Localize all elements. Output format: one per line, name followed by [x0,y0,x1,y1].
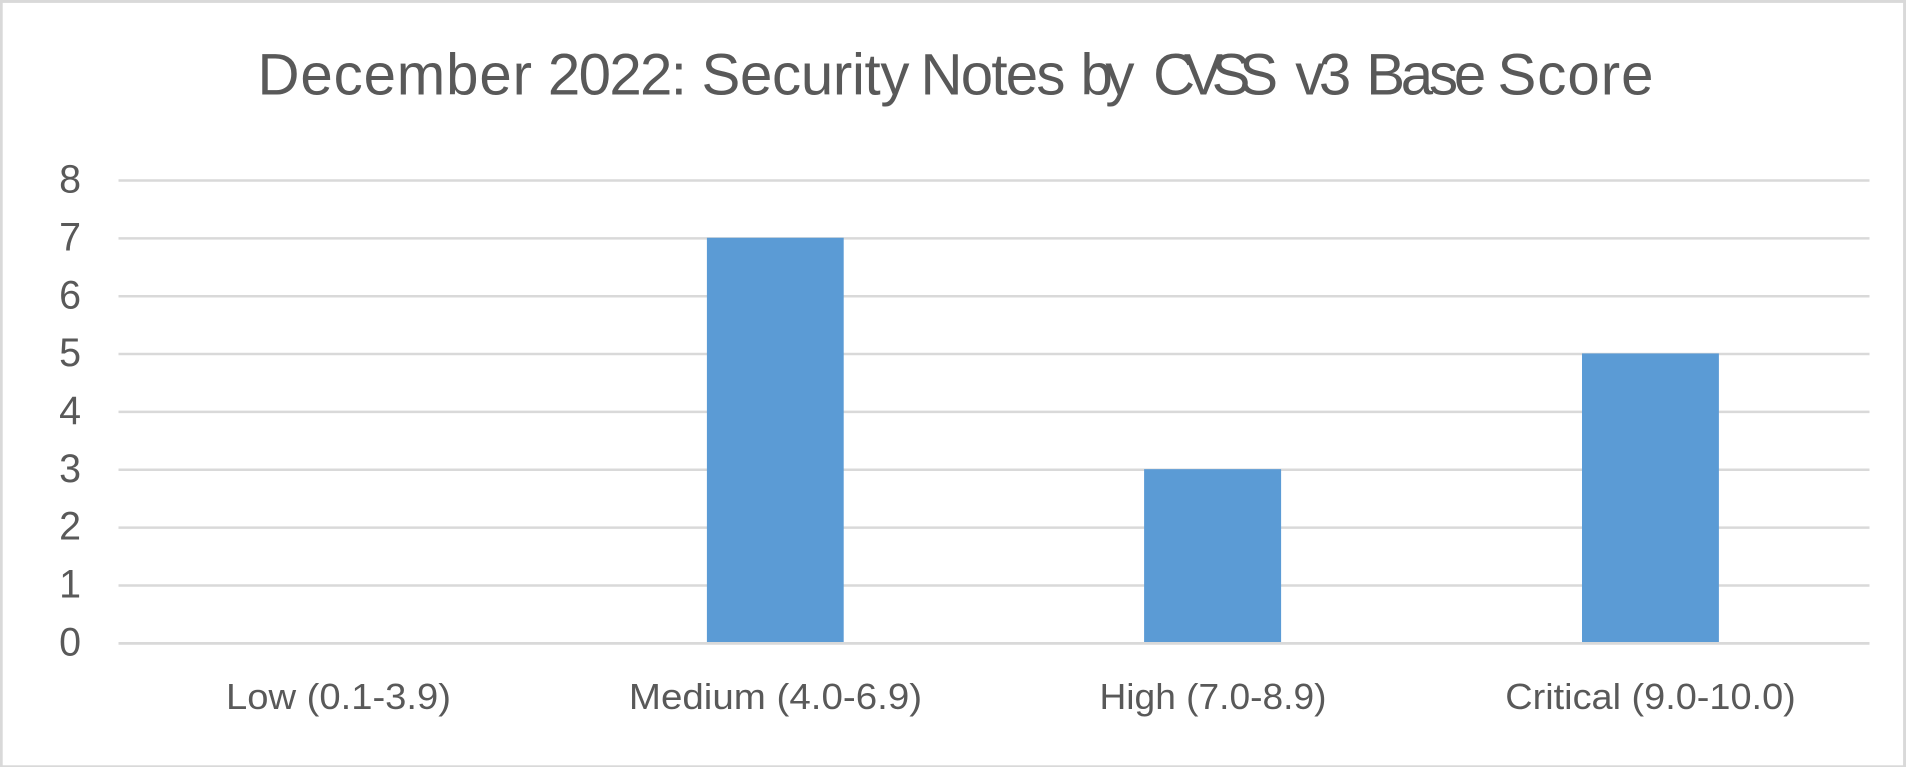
svg-text:5: 5 [59,331,81,375]
svg-text:Security: Security [702,43,910,108]
svg-text:High (7.0-8.9): High (7.0-8.9) [1100,676,1327,717]
svg-text:4: 4 [59,389,81,433]
svg-text:7: 7 [59,216,81,260]
svg-text:2: 2 [59,505,81,549]
svg-text:CVSS: CVSS [1153,43,1278,108]
svg-text:Base: Base [1366,43,1486,108]
svg-text:Low (0.1-3.9): Low (0.1-3.9) [226,676,451,717]
svg-text:6: 6 [59,273,81,317]
svg-text:1: 1 [59,563,81,607]
svg-text:by: by [1081,43,1135,108]
svg-text:3: 3 [59,447,81,491]
svg-text:Notes: Notes [921,43,1066,108]
svg-text:Medium (4.0-6.9): Medium (4.0-6.9) [629,676,922,717]
svg-text:0: 0 [59,620,81,664]
svg-text:Critical (9.0-10.0): Critical (9.0-10.0) [1505,676,1796,717]
svg-text:v3: v3 [1295,43,1351,108]
svg-text:2022:: 2022: [548,43,687,108]
svg-text:Score: Score [1498,43,1654,108]
svg-text:8: 8 [59,158,81,202]
svg-text:December: December [258,43,533,108]
